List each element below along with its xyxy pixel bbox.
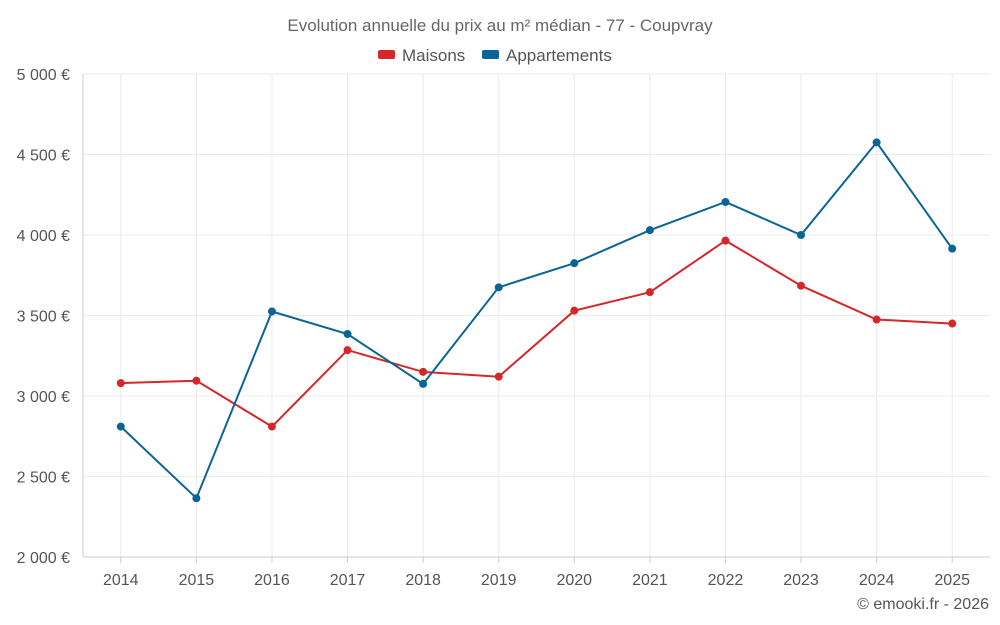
- x-tick-label: 2024: [859, 572, 895, 589]
- x-tick-label: 2020: [556, 572, 592, 589]
- y-tick-label: 5 000 €: [17, 67, 70, 84]
- x-tick-label: 2014: [103, 572, 139, 589]
- legend-swatch: [378, 50, 395, 59]
- data-point: [192, 494, 201, 503]
- chart-title: Evolution annuelle du prix au m² médian …: [287, 16, 713, 35]
- data-point: [343, 330, 352, 339]
- data-point: [872, 315, 881, 324]
- data-point: [494, 283, 503, 292]
- legend: Maisons Appartements: [378, 46, 612, 65]
- y-tick-label: 4 500 €: [17, 148, 70, 165]
- data-point: [948, 244, 957, 253]
- x-tick-label: 2022: [708, 572, 744, 589]
- series: [116, 138, 957, 503]
- x-tick-label: 2025: [934, 572, 970, 589]
- data-point: [419, 379, 428, 388]
- legend-swatch: [482, 50, 499, 59]
- axes: 2 000 € 2 500 € 3 000 € 3 500 € 4 000 € 4 500…: [17, 67, 990, 589]
- x-tick-label: 2021: [632, 572, 668, 589]
- x-tick-label: 2018: [405, 572, 441, 589]
- grid: [83, 73, 990, 557]
- x-tick-label: 2017: [330, 572, 366, 589]
- series-maisons: [116, 236, 957, 431]
- credit-text: © emooki.fr - 2026: [857, 596, 989, 613]
- data-point: [797, 281, 806, 290]
- data-point: [116, 379, 125, 388]
- data-point: [872, 138, 881, 147]
- data-point: [343, 346, 352, 355]
- y-tick-label: 4 000 €: [17, 228, 70, 245]
- y-tick-label: 2 500 €: [17, 470, 70, 487]
- y-tick-label: 2 000 €: [17, 550, 70, 567]
- data-point: [797, 231, 806, 239]
- data-point: [948, 319, 957, 328]
- legend-item-appartements: Appartements: [482, 46, 612, 65]
- data-point: [419, 367, 428, 376]
- series-appartements: [116, 138, 957, 503]
- x-tick-label: 2019: [481, 572, 517, 589]
- data-point: [267, 422, 276, 431]
- data-point: [645, 226, 654, 235]
- series-line: [120, 140, 954, 500]
- data-point: [267, 307, 276, 316]
- data-point: [192, 376, 201, 385]
- data-point: [721, 236, 730, 245]
- data-point: [494, 372, 503, 381]
- data-point: [645, 288, 654, 297]
- legend-label: Maisons: [402, 46, 465, 65]
- y-tick-label: 3 000 €: [17, 389, 70, 406]
- data-point: [570, 306, 579, 315]
- x-tick-label: 2016: [254, 572, 290, 589]
- data-point: [570, 259, 579, 268]
- x-tick-label: 2023: [783, 572, 819, 589]
- data-point: [116, 422, 125, 431]
- x-tick-label: 2015: [179, 572, 215, 589]
- data-point: [721, 197, 730, 206]
- series-line: [120, 239, 953, 428]
- y-tick-label: 3 500 €: [17, 309, 70, 326]
- legend-label: Appartements: [506, 46, 612, 65]
- legend-item-maisons: Maisons: [378, 46, 465, 65]
